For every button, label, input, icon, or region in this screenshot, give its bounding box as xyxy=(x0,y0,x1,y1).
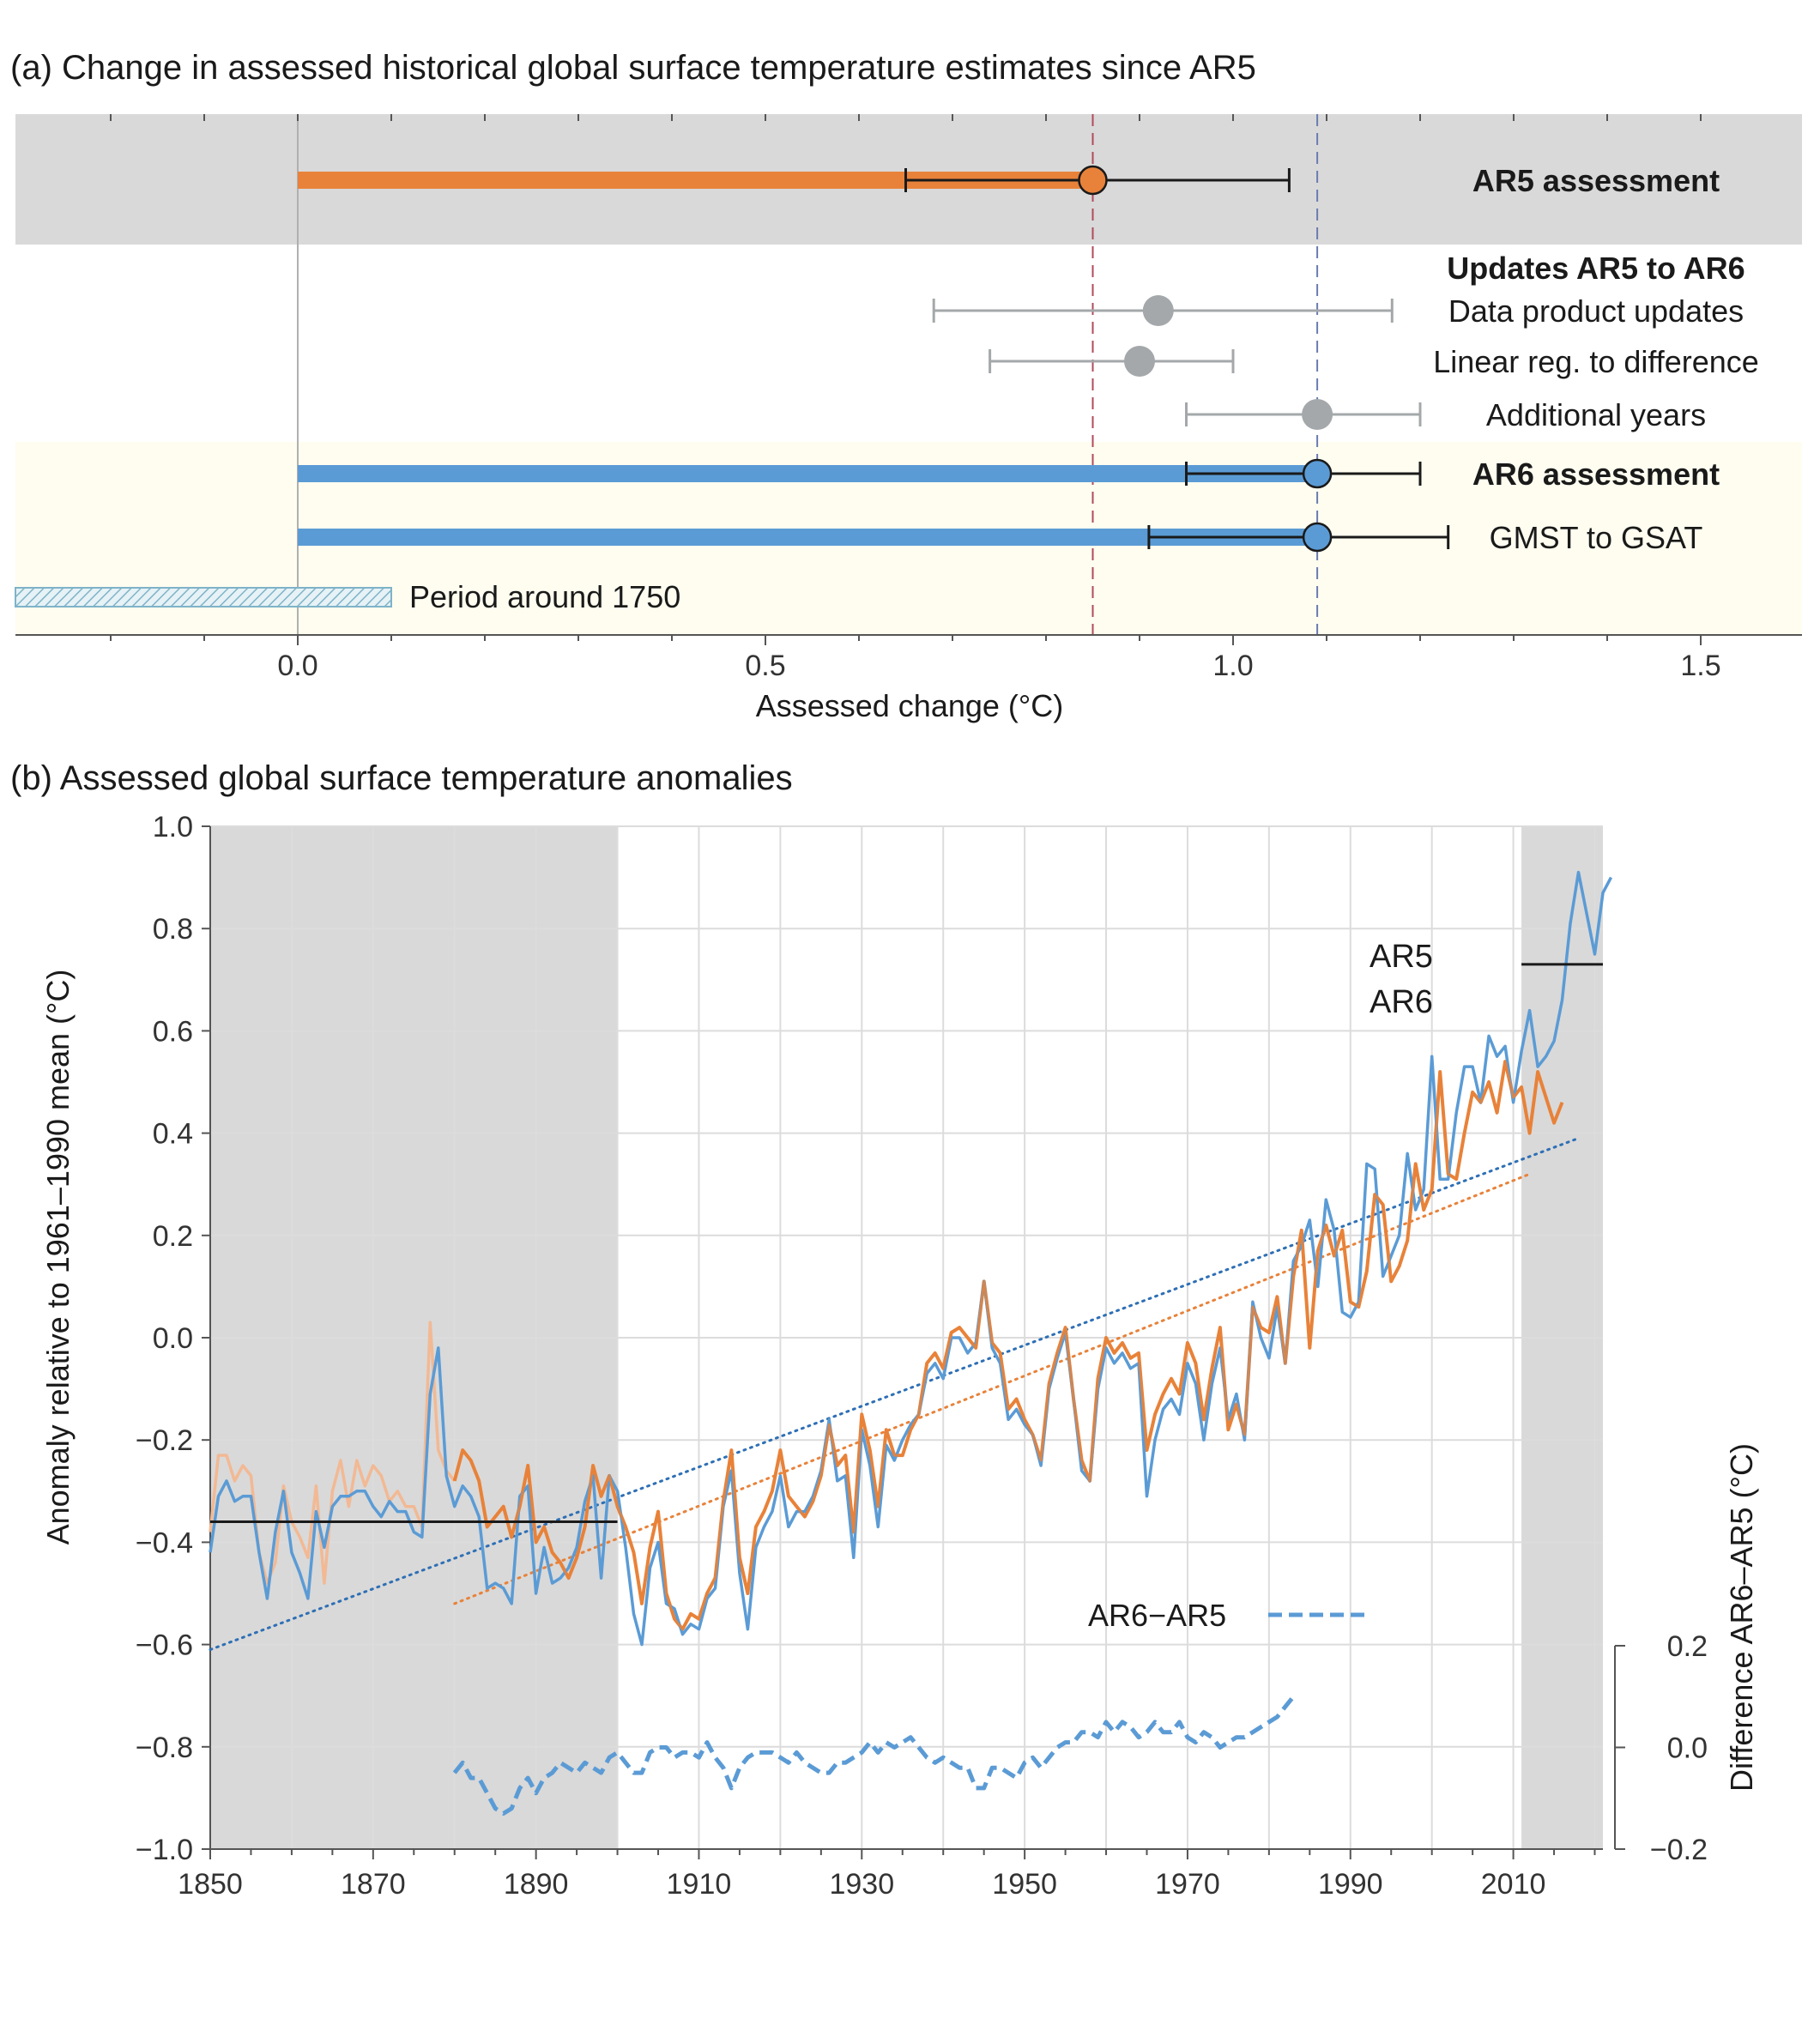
y-tick-label: −0.4 xyxy=(136,1526,193,1559)
trend-lines xyxy=(209,1137,1581,1652)
series-lines xyxy=(209,870,1613,1816)
period-around-1750-bar xyxy=(15,587,392,607)
panel-a-x-label: Assessed change (°C) xyxy=(756,688,1064,723)
panel-b: (b) Assessed global surface temperature … xyxy=(10,759,1759,1901)
x-tick-label-1950: 1950 xyxy=(992,1868,1057,1901)
y-tick-label: 0.2 xyxy=(153,1220,193,1253)
legend: AR5 AR6 AR6−AR5 xyxy=(1088,939,1433,1633)
y-tick-label: −0.8 xyxy=(136,1732,193,1764)
label-linear-reg-to-difference: Linear reg. to difference xyxy=(1433,344,1759,379)
ar5-trend-line xyxy=(453,1172,1532,1605)
ar5-line-top xyxy=(453,1060,1563,1631)
panel-a-title: (a) Change in assessed historical global… xyxy=(10,49,1256,87)
x-tick-label: 1.5 xyxy=(1680,650,1720,682)
row-ar5-assessment: AR5 assessment xyxy=(298,163,1720,198)
ar6-ar5-difference-line xyxy=(452,1695,1296,1816)
label-updates-ar5-to-ar6: Updates AR5 to AR6 xyxy=(1447,251,1744,286)
y-tick-label: −1.0 xyxy=(136,1834,193,1866)
label-ar6-assessment: AR6 assessment xyxy=(1472,456,1720,492)
point-gmst-to-gsat xyxy=(1302,522,1333,553)
right-y-tick-label: 0.2 xyxy=(1667,1630,1708,1663)
row-updates-ar5-to-ar6: Updates AR5 to AR6 xyxy=(1447,251,1744,286)
x-tick-label-1930: 1930 xyxy=(829,1868,894,1901)
ar5-line xyxy=(452,1060,1564,1631)
y-tick-label: 1.0 xyxy=(153,811,193,843)
panel-a-rows: AR5 assessment Updates AR5 to AR6 Data pro… xyxy=(298,163,1759,555)
y-tick-label: 0.4 xyxy=(153,1118,193,1151)
panel-a: (a) Change in assessed historical global… xyxy=(10,49,1802,723)
ar6-trend-line xyxy=(209,1137,1581,1652)
x-tick-label-1890: 1890 xyxy=(504,1868,569,1901)
y-tick-label: −0.2 xyxy=(136,1424,193,1457)
right-y-tick-label: −0.2 xyxy=(1650,1834,1708,1866)
legend-ar5: AR5 xyxy=(1370,939,1433,975)
label-gmst-to-gsat: GMST to GSAT xyxy=(1490,520,1703,555)
panel-a-x-ticks: 0.0 0.5 1.0 1.5 xyxy=(110,114,1721,682)
x-tick-label-1990: 1990 xyxy=(1318,1868,1383,1901)
y-tick-label: 0.0 xyxy=(153,1322,193,1355)
label-ar5-assessment: AR5 assessment xyxy=(1472,163,1720,198)
legend-ar6: AR6 xyxy=(1370,984,1433,1020)
x-tick-label-1970: 1970 xyxy=(1155,1868,1220,1901)
x-tick-label-2010: 2010 xyxy=(1481,1868,1546,1901)
y-axis-label: Anomaly relative to 1961–1990 mean (°C) xyxy=(40,970,76,1545)
row-linear-reg-to-difference: Linear reg. to difference xyxy=(989,344,1759,379)
row-data-product-updates: Data product updates xyxy=(932,293,1744,329)
ar5-early-line xyxy=(209,1321,457,1585)
point-linear-reg-to-difference xyxy=(1124,346,1155,377)
y-tick-label: −0.6 xyxy=(136,1629,193,1662)
baseline-lines xyxy=(210,963,1603,1524)
row-gmst-to-gsat: GMST to GSAT xyxy=(298,520,1702,555)
right-y-axis-label: Difference AR6–AR5 (°C) xyxy=(1724,1443,1759,1792)
panel-b-axes: 1850 1870 1890 1910 1930 1950 1970 1990 2010 1.0 0… xyxy=(136,811,1708,1901)
x-tick-label-1910: 1910 xyxy=(667,1868,732,1901)
label-additional-years: Additional years xyxy=(1486,397,1706,432)
point-data-product-updates xyxy=(1142,295,1174,326)
x-tick-label: 0.0 xyxy=(277,650,317,682)
x-tick-label: 1.0 xyxy=(1212,650,1253,682)
point-ar6-assessment xyxy=(1302,458,1333,489)
panel-b-title: (b) Assessed global surface temperature … xyxy=(10,759,793,797)
row-additional-years: Additional years xyxy=(1185,397,1706,432)
x-tick-label-1870: 1870 xyxy=(341,1868,406,1901)
panel-a-gridlines xyxy=(297,114,1319,635)
x-tick-label-1850: 1850 xyxy=(178,1868,243,1901)
point-additional-years xyxy=(1302,399,1333,430)
row-ar6-assessment: AR6 assessment xyxy=(298,456,1720,492)
y-tick-label: 0.6 xyxy=(153,1015,193,1048)
x-tick-label: 0.5 xyxy=(745,650,785,682)
label-data-product-updates: Data product updates xyxy=(1448,293,1744,329)
legend-ar6-ar5: AR6−AR5 xyxy=(1088,1598,1226,1633)
ar6-line xyxy=(209,870,1613,1647)
y-tick-label: 0.8 xyxy=(153,913,193,946)
right-y-tick-label: 0.0 xyxy=(1667,1732,1708,1765)
point-ar5-assessment xyxy=(1078,165,1108,196)
period-around-1750-label: Period around 1750 xyxy=(409,579,680,614)
